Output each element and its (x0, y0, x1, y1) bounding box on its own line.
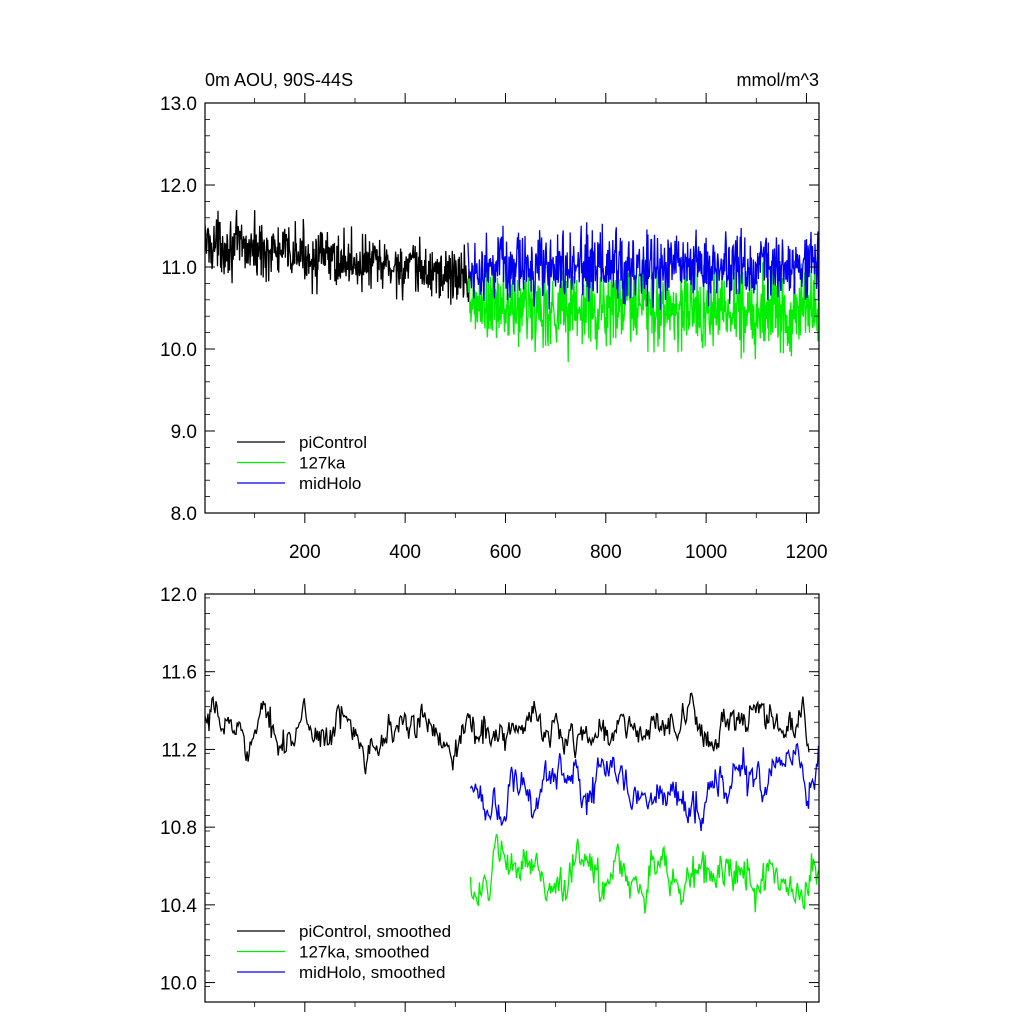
y-tick-label: 11.6 (161, 663, 197, 684)
y-tick-label: 13.0 (160, 94, 197, 115)
x-tick-label: 800 (590, 542, 622, 563)
y-tick-label: 12.0 (160, 585, 197, 606)
y-tick-label: 8.0 (171, 504, 197, 525)
legend-entry: piControl, smoothed (299, 922, 451, 941)
series-line-picontrol (205, 209, 472, 305)
chart-title: 0m AOU, 90S-44S (205, 70, 353, 90)
series-line-127ka (467, 254, 819, 363)
plot-frame (204, 593, 820, 1003)
series-line-midholo (467, 222, 819, 310)
series-line-midholo-smoothed (469, 742, 819, 831)
x-tick-label: 200 (289, 542, 321, 563)
units-label: mmol/m^3 (737, 70, 819, 90)
legend-entry: midHolo, smoothed (299, 963, 445, 982)
series-line-127ka-smoothed (469, 833, 819, 914)
y-tick-label: 11.2 (161, 740, 197, 761)
x-tick-label: 1200 (785, 542, 827, 563)
series-line-picontrol-smoothed (205, 692, 810, 775)
series-group (205, 692, 819, 914)
y-tick-label: 12.0 (160, 176, 197, 197)
series-group (205, 209, 819, 363)
y-tick-label: 9.0 (171, 422, 197, 443)
x-tick-label: 400 (389, 542, 421, 563)
legend-entry: 127ka, smoothed (299, 943, 429, 962)
y-tick-label: 10.8 (160, 818, 197, 839)
y-tick-label: 10.0 (160, 340, 197, 361)
y-tick-label: 10.0 (160, 974, 197, 995)
legend-entry: midHolo (299, 474, 361, 493)
top-panel: 0m AOU, 90S-44S mmol/m^3 8.0 9.0 10.0 11.0 1… (160, 70, 828, 563)
y-tick-label: 11.0 (161, 258, 197, 279)
x-tick-label: 600 (490, 542, 522, 563)
x-tick-label: 1000 (685, 542, 727, 563)
legend-entry: 127ka (299, 454, 346, 473)
y-tick-label: 10.4 (160, 896, 197, 917)
bottom-panel: 10.0 10.4 10.8 11.2 11.6 12.0 piControl, smoot… (160, 584, 820, 1012)
plot-frame (204, 102, 820, 514)
legend-entry: piControl (299, 433, 367, 452)
